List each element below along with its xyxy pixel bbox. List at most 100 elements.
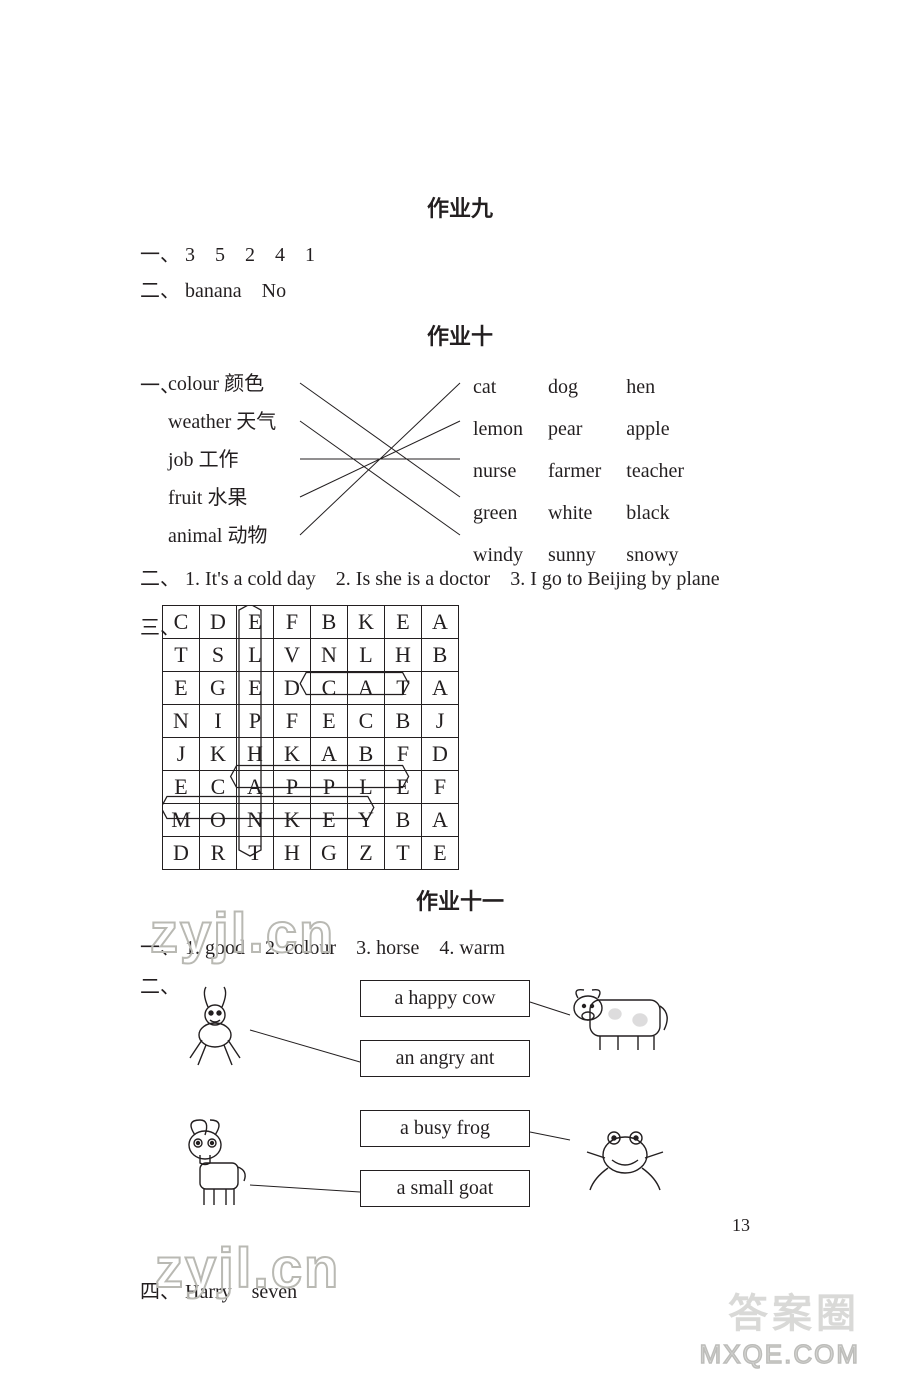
grid-cell: P — [311, 771, 348, 804]
hw10-letter-grid: CDEFBKEATSLVNLHBEGEDCATANIPFECBJJKHKABFD… — [162, 605, 780, 870]
hw11-q1-2: 3. horse — [356, 937, 419, 959]
hw9-q1-v1: 5 — [215, 244, 225, 266]
hw10-q2-1: 2. Is she is a doctor — [336, 568, 490, 590]
grid-cell: N — [311, 639, 348, 672]
grid-cell: S — [200, 639, 237, 672]
grid-cell: D — [163, 837, 200, 870]
grid-cell: G — [311, 837, 348, 870]
grid-cell: A — [422, 606, 459, 639]
grid-cell: A — [348, 672, 385, 705]
grid-cell: B — [311, 606, 348, 639]
grid-cell: Z — [348, 837, 385, 870]
grid-cell: E — [385, 771, 422, 804]
grid-cell: B — [348, 738, 385, 771]
grid-cell: P — [237, 705, 274, 738]
hw9-title: 作业九 — [140, 191, 780, 223]
hw9-q1-v2: 2 — [245, 244, 255, 266]
grid-cell: V — [274, 639, 311, 672]
grid-cell: E — [311, 804, 348, 837]
grid-cell: L — [348, 639, 385, 672]
grid-cell: I — [200, 705, 237, 738]
grid-cell: H — [385, 639, 422, 672]
grid-cell: M — [163, 804, 200, 837]
grid-cell: F — [385, 738, 422, 771]
grid-cell: J — [422, 705, 459, 738]
grid-cell: A — [237, 771, 274, 804]
grid-cell: F — [274, 606, 311, 639]
grid-cell: N — [163, 705, 200, 738]
hw9-q2-v0: banana — [185, 280, 242, 302]
grid-cell: O — [200, 804, 237, 837]
grid-cell: E — [422, 837, 459, 870]
grid-cell: H — [237, 738, 274, 771]
grid-cell: D — [422, 738, 459, 771]
hw11-q4-prefix: 四、 — [140, 1281, 180, 1303]
grid-cell: F — [422, 771, 459, 804]
hw11-q4-1: seven — [252, 1281, 298, 1303]
watermark-brand-en: MXQE.COM — [700, 1339, 860, 1370]
sketch-ant — [170, 980, 260, 1070]
sketch-goat — [170, 1115, 270, 1215]
grid-cell: C — [200, 771, 237, 804]
hw9-q1-prefix: 一、 — [140, 244, 180, 266]
hw11-q1-0: 1. good — [185, 937, 245, 959]
grid-cell: N — [237, 804, 274, 837]
hw11-q1-1: 2. colour — [265, 937, 336, 959]
grid-cell: K — [348, 606, 385, 639]
grid-cell: K — [200, 738, 237, 771]
hw11-match-diagram: 二、 a happy cow an angry ant a busy frog … — [140, 970, 780, 1270]
grid-cell: C — [348, 705, 385, 738]
phrase-box-2: a busy frog — [360, 1110, 530, 1147]
grid-cell: D — [274, 672, 311, 705]
hw11-q1-prefix: 一、 — [140, 937, 180, 959]
grid-cell: A — [422, 804, 459, 837]
hw9-q1-v3: 4 — [275, 244, 285, 266]
grid-cell: C — [163, 606, 200, 639]
grid-cell: B — [385, 804, 422, 837]
grid-cell: E — [163, 672, 200, 705]
grid-cell: G — [200, 672, 237, 705]
hw9-q2-prefix: 二、 — [140, 280, 180, 302]
grid-cell: D — [200, 606, 237, 639]
phrase-box-0: a happy cow — [360, 980, 530, 1017]
grid-cell: L — [237, 639, 274, 672]
grid-cell: E — [237, 606, 274, 639]
grid-cell: K — [274, 738, 311, 771]
grid-cell: R — [200, 837, 237, 870]
grid-cell: Y — [348, 804, 385, 837]
grid-cell: A — [311, 738, 348, 771]
grid-cell: T — [385, 837, 422, 870]
grid-cell: E — [311, 705, 348, 738]
phrase-box-3: a small goat — [360, 1170, 530, 1207]
grid-cell: E — [163, 771, 200, 804]
grid-cell: T — [237, 837, 274, 870]
hw9-q1-v0: 3 — [185, 244, 195, 266]
grid-cell: B — [422, 639, 459, 672]
hw11-q1-3: 4. warm — [439, 937, 505, 959]
grid-cell: E — [237, 672, 274, 705]
hw10-match-diagram: 一、 colour 颜色 weather 天气 job 工作 fruit 水果 … — [140, 365, 780, 555]
grid-cell: C — [311, 672, 348, 705]
grid-cell: K — [274, 804, 311, 837]
grid-cell: T — [163, 639, 200, 672]
hw10-title: 作业十 — [140, 319, 780, 351]
hw10-q2-prefix: 二、 — [140, 568, 180, 590]
grid-cell: P — [274, 771, 311, 804]
grid-cell: J — [163, 738, 200, 771]
sketch-cow — [560, 970, 680, 1060]
phrase-box-1: an angry ant — [360, 1040, 530, 1077]
hw9-q1-v4: 1 — [305, 244, 315, 266]
hw9-q2-v1: No — [262, 280, 286, 302]
grid-cell: A — [422, 672, 459, 705]
hw11-q4-0: Harry — [185, 1281, 232, 1303]
grid-cell: B — [385, 705, 422, 738]
grid-cell: L — [348, 771, 385, 804]
grid-cell: F — [274, 705, 311, 738]
grid-cell: T — [385, 672, 422, 705]
grid-cell: H — [274, 837, 311, 870]
page-number: 13 — [732, 1215, 750, 1236]
hw11-title: 作业十一 — [140, 884, 780, 916]
grid-cell: E — [385, 606, 422, 639]
hw10-q2-0: 1. It's a cold day — [185, 568, 316, 590]
sketch-frog — [580, 1110, 680, 1200]
